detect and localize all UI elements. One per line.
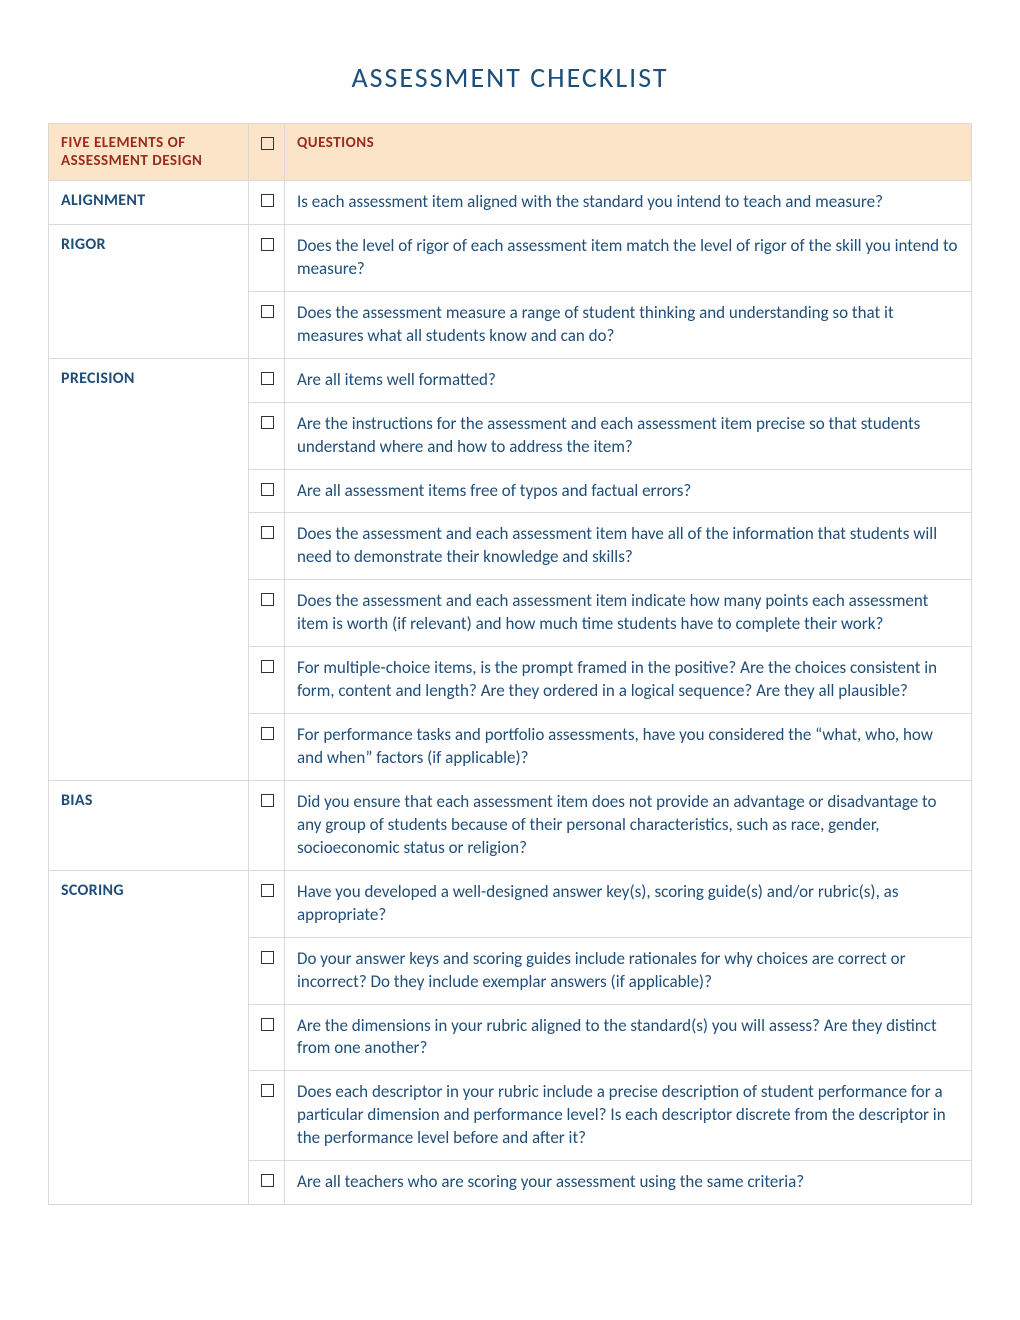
checkbox-icon — [261, 526, 274, 539]
checkbox-icon — [261, 416, 274, 429]
checkbox-cell[interactable] — [249, 937, 285, 1004]
checkbox-cell[interactable] — [249, 580, 285, 647]
question-cell: Does the assessment measure a range of s… — [285, 291, 972, 358]
element-label: RIGOR — [49, 224, 249, 358]
checkbox-cell[interactable] — [249, 513, 285, 580]
question-cell: Did you ensure that each assessment item… — [285, 780, 972, 870]
header-questions: QUESTIONS — [285, 124, 972, 181]
question-cell: For multiple-choice items, is the prompt… — [285, 647, 972, 714]
question-cell: Does the assessment and each assessment … — [285, 580, 972, 647]
question-cell: Are the instructions for the assessment … — [285, 402, 972, 469]
checkbox-icon — [261, 137, 274, 150]
checkbox-icon — [261, 660, 274, 673]
checkbox-icon — [261, 951, 274, 964]
element-label: BIAS — [49, 780, 249, 870]
checkbox-cell[interactable] — [249, 1071, 285, 1161]
header-elements: FIVE ELEMENTS OF ASSESSMENT DESIGN — [49, 124, 249, 181]
question-cell: Are all items well formatted? — [285, 358, 972, 402]
checkbox-cell[interactable] — [249, 714, 285, 781]
question-cell: Does the assessment and each assessment … — [285, 513, 972, 580]
question-cell: Is each assessment item aligned with the… — [285, 181, 972, 225]
checkbox-icon — [261, 794, 274, 807]
question-cell: Are the dimensions in your rubric aligne… — [285, 1004, 972, 1071]
checkbox-icon — [261, 1018, 274, 1031]
table-row: RIGORDoes the level of rigor of each ass… — [49, 224, 972, 291]
checkbox-cell[interactable] — [249, 402, 285, 469]
table-row: PRECISIONAre all items well formatted? — [49, 358, 972, 402]
table-row: SCORINGHave you developed a well-designe… — [49, 870, 972, 937]
checkbox-cell[interactable] — [249, 224, 285, 291]
checkbox-cell[interactable] — [249, 870, 285, 937]
checkbox-cell[interactable] — [249, 291, 285, 358]
checkbox-cell[interactable] — [249, 647, 285, 714]
checklist-body: ALIGNMENT Is each assessment item aligned… — [49, 181, 972, 1205]
checkbox-icon — [261, 483, 274, 496]
element-label: PRECISION — [49, 358, 249, 780]
checklist-table: FIVE ELEMENTS OF ASSESSMENT DESIGN QUEST… — [48, 123, 972, 1205]
checkbox-icon — [261, 305, 274, 318]
page: ASSESSMENT CHECKLIST FIVE ELEMENTS OF AS… — [0, 0, 1020, 1245]
table-header-row: FIVE ELEMENTS OF ASSESSMENT DESIGN QUEST… — [49, 124, 972, 181]
checkbox-icon — [261, 884, 274, 897]
checkbox-cell[interactable] — [249, 469, 285, 513]
header-checkbox-cell — [249, 124, 285, 181]
checkbox-cell[interactable] — [249, 1004, 285, 1071]
table-row: BIAS Did you ensure that each assessment … — [49, 780, 972, 870]
question-cell: For performance tasks and portfolio asse… — [285, 714, 972, 781]
checkbox-cell[interactable] — [249, 181, 285, 225]
question-cell: Have you developed a well-designed answe… — [285, 870, 972, 937]
checkbox-cell[interactable] — [249, 358, 285, 402]
question-cell: Does each descriptor in your rubric incl… — [285, 1071, 972, 1161]
element-label: SCORING — [49, 870, 249, 1204]
question-cell: Are all assessment items free of typos a… — [285, 469, 972, 513]
checkbox-icon — [261, 372, 274, 385]
checkbox-cell[interactable] — [249, 1161, 285, 1205]
checkbox-icon — [261, 194, 274, 207]
checkbox-icon — [261, 727, 274, 740]
checkbox-icon — [261, 593, 274, 606]
table-row: ALIGNMENT Is each assessment item aligned… — [49, 181, 972, 225]
checkbox-icon — [261, 238, 274, 251]
page-title: ASSESSMENT CHECKLIST — [48, 60, 972, 95]
question-cell: Are all teachers who are scoring your as… — [285, 1161, 972, 1205]
question-cell: Do your answer keys and scoring guides i… — [285, 937, 972, 1004]
checkbox-icon — [261, 1174, 274, 1187]
checkbox-icon — [261, 1084, 274, 1097]
element-label: ALIGNMENT — [49, 181, 249, 225]
question-cell: Does the level of rigor of each assessme… — [285, 224, 972, 291]
checkbox-cell[interactable] — [249, 780, 285, 870]
